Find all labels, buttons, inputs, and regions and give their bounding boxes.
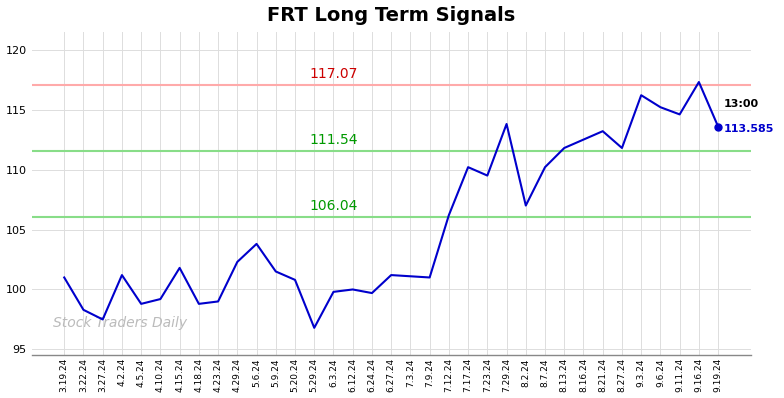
- Text: 117.07: 117.07: [310, 67, 358, 81]
- Text: 106.04: 106.04: [310, 199, 358, 213]
- Title: FRT Long Term Signals: FRT Long Term Signals: [267, 6, 515, 25]
- Text: 113.585: 113.585: [724, 124, 775, 134]
- Text: Stock Traders Daily: Stock Traders Daily: [53, 316, 187, 330]
- Text: 111.54: 111.54: [309, 133, 358, 148]
- Text: 13:00: 13:00: [724, 99, 759, 109]
